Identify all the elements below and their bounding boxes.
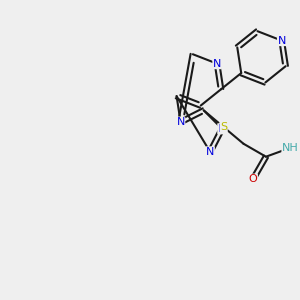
Text: NH: NH (282, 143, 299, 153)
Text: N: N (206, 147, 214, 157)
Text: O: O (249, 174, 257, 184)
Text: S: S (220, 122, 227, 132)
Text: N: N (213, 59, 221, 69)
Text: N: N (278, 36, 286, 46)
Text: N: N (218, 124, 226, 134)
Text: N: N (176, 117, 185, 127)
